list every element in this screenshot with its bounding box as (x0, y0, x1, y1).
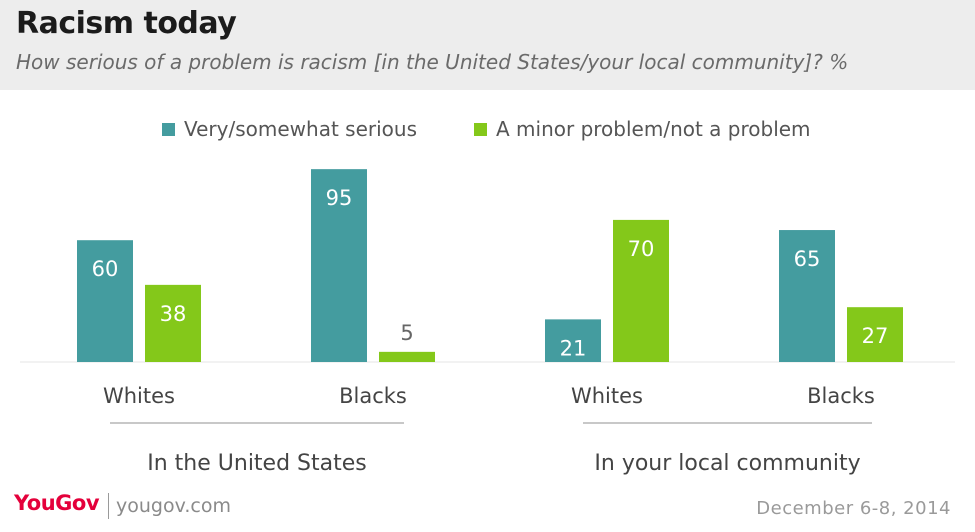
footer-date: December 6-8, 2014 (756, 498, 951, 519)
bar (379, 351, 435, 362)
data-label: 5 (400, 321, 413, 345)
group-label: In your local community (594, 451, 860, 476)
legend-label: Very/somewhat serious (184, 117, 417, 141)
bar (847, 307, 903, 362)
yougov-logo: YouGov (14, 491, 100, 515)
footer-divider (108, 493, 109, 519)
data-label: 60 (92, 257, 119, 281)
category-label: Whites (103, 384, 175, 408)
legend-swatch (162, 123, 175, 136)
data-label: 70 (628, 237, 655, 261)
bar-chart: Very/somewhat serious A minor problem/not… (20, 117, 955, 476)
bar (311, 169, 367, 362)
data-label: 38 (160, 302, 187, 326)
legend-swatch (474, 123, 487, 136)
data-label: 65 (794, 247, 821, 271)
category-label: Whites (571, 384, 643, 408)
bar (779, 230, 835, 362)
bar (145, 284, 201, 362)
bar (77, 240, 133, 362)
data-label: 21 (560, 336, 587, 360)
data-label: 27 (862, 324, 889, 348)
chart-subtitle: How serious of a problem is racism [in t… (16, 50, 849, 74)
category-label: Blacks (807, 384, 875, 408)
bar (613, 219, 669, 362)
group-label: In the United States (147, 451, 367, 476)
footer-url: yougov.com (116, 495, 231, 517)
category-label: Blacks (339, 384, 407, 408)
chart-title: Racism today (16, 6, 237, 41)
chart-header: Racism today How serious of a problem is… (0, 0, 975, 90)
legend-label: A minor problem/not a problem (496, 117, 811, 141)
data-label: 95 (326, 186, 353, 210)
bar (545, 319, 601, 362)
